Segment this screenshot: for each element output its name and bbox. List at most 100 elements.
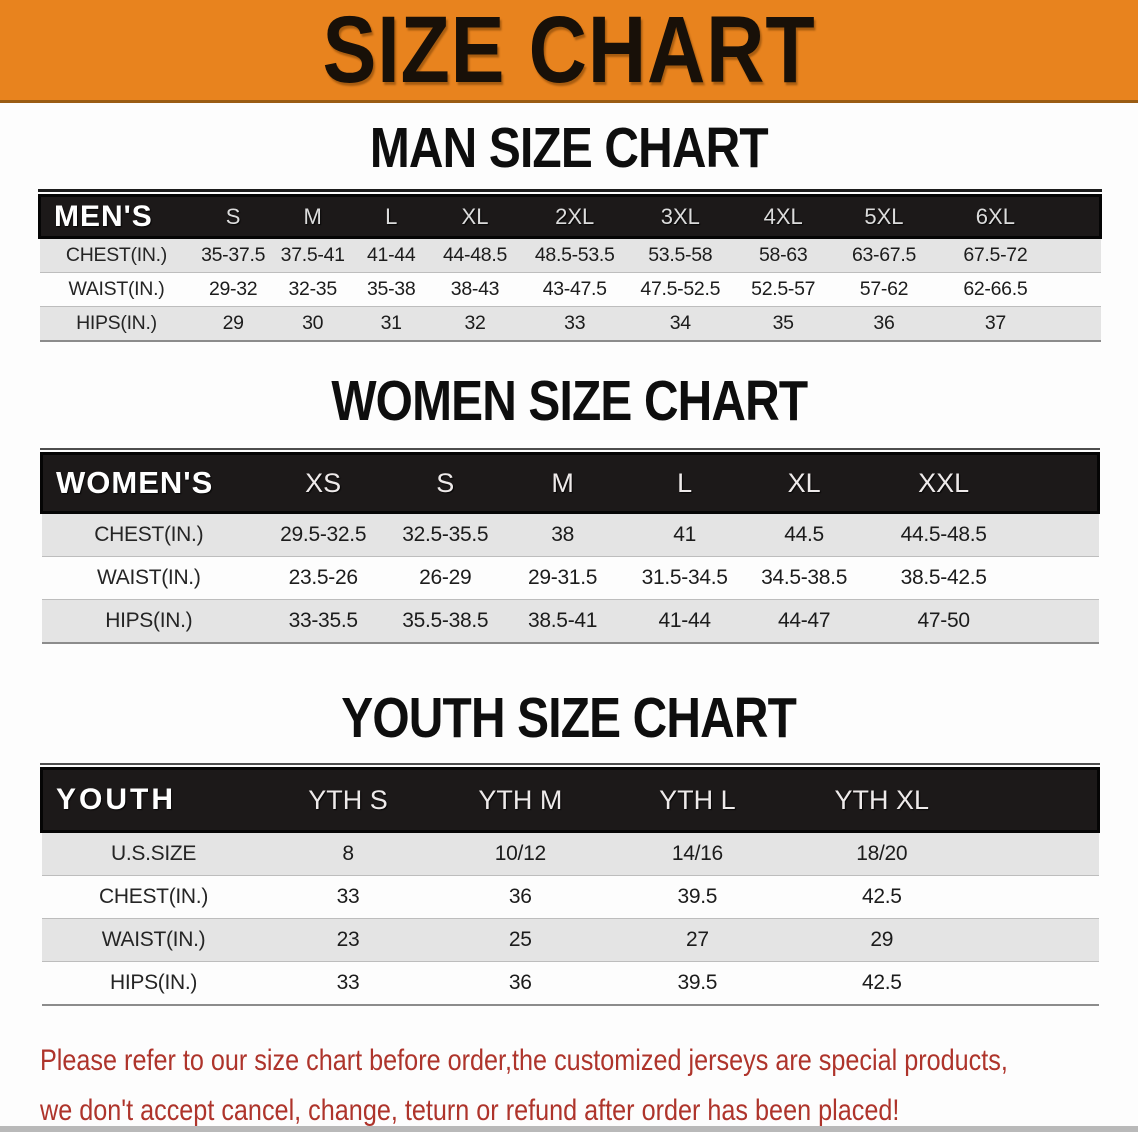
- table-row: WAIST(IN.) 23.5-26 26-29 29-31.5 31.5-34.5 34…: [41, 556, 1099, 600]
- spacer-cell: [979, 831, 1099, 876]
- value-cell: 33: [265, 875, 431, 919]
- value-cell: 33-35.5: [256, 599, 391, 644]
- row-label-cell: CHEST(IN.): [41, 875, 266, 919]
- table-title-cell: MEN'S: [38, 194, 194, 239]
- youth-size-table: YOUTH YTH S YTH M YTH L YTH XL U.S.SIZE 8 10/12…: [39, 767, 1101, 1006]
- value-cell: 38.5-41: [500, 599, 625, 644]
- row-label-cell: HIPS(IN.): [41, 599, 257, 644]
- value-cell: 36: [835, 306, 933, 342]
- size-header-cell: M: [500, 452, 625, 514]
- value-cell: 14/16: [610, 831, 785, 876]
- value-cell: 67.5-72: [932, 237, 1058, 273]
- value-cell: 32-35: [272, 272, 353, 307]
- value-cell: 44.5-48.5: [863, 512, 1024, 557]
- row-label-cell: CHEST(IN.): [39, 237, 194, 273]
- spacer-cell: [1057, 272, 1101, 307]
- size-header-cell: L: [624, 452, 745, 514]
- row-label-cell: WAIST(IN.): [41, 918, 266, 962]
- value-cell: 8: [265, 831, 431, 876]
- value-cell: 63-67.5: [835, 237, 933, 273]
- row-label-cell: CHEST(IN.): [41, 512, 257, 557]
- value-cell: 38: [500, 512, 625, 557]
- value-cell: 52.5-57: [731, 272, 836, 307]
- value-cell: 47.5-52.5: [629, 272, 732, 307]
- women-section-heading-text: WOMEN SIZE CHART: [331, 369, 808, 433]
- value-cell: 35.5-38.5: [390, 599, 501, 644]
- value-cell: 33: [520, 306, 630, 342]
- value-cell: 39.5: [610, 961, 785, 1006]
- table-top-rule: [40, 763, 1100, 765]
- size-header-cell: S: [193, 194, 273, 239]
- value-cell: 35: [731, 306, 836, 342]
- youth-section-heading-text: YOUTH SIZE CHART: [341, 686, 798, 750]
- value-cell: 34.5-38.5: [744, 556, 864, 600]
- value-cell: 48.5-53.5: [520, 237, 630, 273]
- value-cell: 29: [784, 918, 980, 962]
- table-row: U.S.SIZE 8 10/12 14/16 18/20: [41, 831, 1099, 876]
- value-cell: 25: [430, 918, 611, 962]
- size-header-cell: YTH XL: [784, 767, 980, 833]
- value-cell: 37.5-41: [272, 237, 353, 273]
- spacer-cell: [1023, 599, 1099, 644]
- women-size-table: WOMEN'S XS S M L XL XXL CHEST(IN.) 29.5-32.5 32.5…: [40, 452, 1101, 644]
- value-cell: 43-47.5: [520, 272, 630, 307]
- table-top-rule: [40, 448, 1100, 450]
- table-row: CHEST(IN.) 33 36 39.5 42.5: [41, 875, 1099, 919]
- header-row: WOMEN'S XS S M L XL XXL: [40, 452, 1101, 514]
- value-cell: 32: [429, 306, 521, 342]
- value-cell: 36: [430, 875, 611, 919]
- size-header-cell: 3XL: [629, 194, 732, 239]
- value-cell: 35-38: [352, 272, 430, 307]
- spacer-cell: [979, 767, 1101, 833]
- size-header-cell: XS: [256, 452, 391, 514]
- size-header-cell: 4XL: [731, 194, 836, 239]
- man-size-table: MEN'S S M L XL 2XL 3XL 4XL 5XL 6XL CHEST(IN.) 35-37…: [38, 194, 1102, 342]
- spacer-cell: [1023, 512, 1099, 557]
- table-row: CHEST(IN.) 35-37.5 37.5-41 41-44 44-48.5 48.5…: [39, 237, 1101, 273]
- value-cell: 41-44: [352, 237, 430, 273]
- table-row: CHEST(IN.) 29.5-32.5 32.5-35.5 38 41 44.5 44.5…: [41, 512, 1099, 557]
- value-cell: 41: [624, 512, 745, 557]
- women-section-heading: WOMEN SIZE CHART: [0, 373, 1138, 430]
- value-cell: 53.5-58: [629, 237, 732, 273]
- value-cell: 35-37.5: [193, 237, 273, 273]
- value-cell: 44.5: [744, 512, 864, 557]
- size-header-cell: YTH M: [430, 767, 611, 833]
- size-header-cell: YTH S: [265, 767, 431, 833]
- value-cell: 36: [430, 961, 611, 1006]
- banner: SIZE CHART: [0, 0, 1138, 103]
- value-cell: 44-48.5: [429, 237, 521, 273]
- table-title-cell: WOMEN'S: [40, 452, 257, 514]
- size-header-cell: XL: [744, 452, 864, 514]
- value-cell: 47-50: [863, 599, 1024, 644]
- table-title-cell: YOUTH: [39, 767, 266, 833]
- value-cell: 39.5: [610, 875, 785, 919]
- disclaimer-line-1: Please refer to our size chart before or…: [40, 1044, 1008, 1077]
- man-size-table-wrap: MEN'S S M L XL 2XL 3XL 4XL 5XL 6XL CHEST(IN.) 35-37…: [38, 189, 1102, 342]
- table-row: WAIST(IN.) 23 25 27 29: [41, 918, 1099, 962]
- row-label-cell: WAIST(IN.): [41, 556, 257, 600]
- spacer-cell: [979, 875, 1099, 919]
- table-row: WAIST(IN.) 29-32 32-35 35-38 38-43 43-47.5 47.…: [39, 272, 1101, 307]
- value-cell: 23: [265, 918, 431, 962]
- banner-title: SIZE CHART: [322, 0, 816, 103]
- size-header-cell: M: [272, 194, 353, 239]
- table-top-rule: [38, 189, 1102, 192]
- value-cell: 29-32: [193, 272, 273, 307]
- man-section-heading: MAN SIZE CHART: [0, 120, 1138, 177]
- spacer-cell: [1023, 452, 1101, 514]
- value-cell: 42.5: [784, 875, 980, 919]
- spacer-cell: [1057, 237, 1101, 273]
- row-label-cell: WAIST(IN.): [39, 272, 194, 307]
- value-cell: 32.5-35.5: [390, 512, 501, 557]
- women-size-table-wrap: WOMEN'S XS S M L XL XXL CHEST(IN.) 29.5-32.5 32.5…: [40, 448, 1101, 644]
- value-cell: 33: [265, 961, 431, 1006]
- size-header-cell: YTH L: [610, 767, 785, 833]
- value-cell: 31: [352, 306, 430, 342]
- value-cell: 30: [272, 306, 353, 342]
- row-label-cell: U.S.SIZE: [41, 831, 266, 876]
- value-cell: 29.5-32.5: [256, 512, 391, 557]
- value-cell: 38-43: [429, 272, 521, 307]
- disclaimer: Please refer to our size chart before or…: [40, 1036, 1120, 1132]
